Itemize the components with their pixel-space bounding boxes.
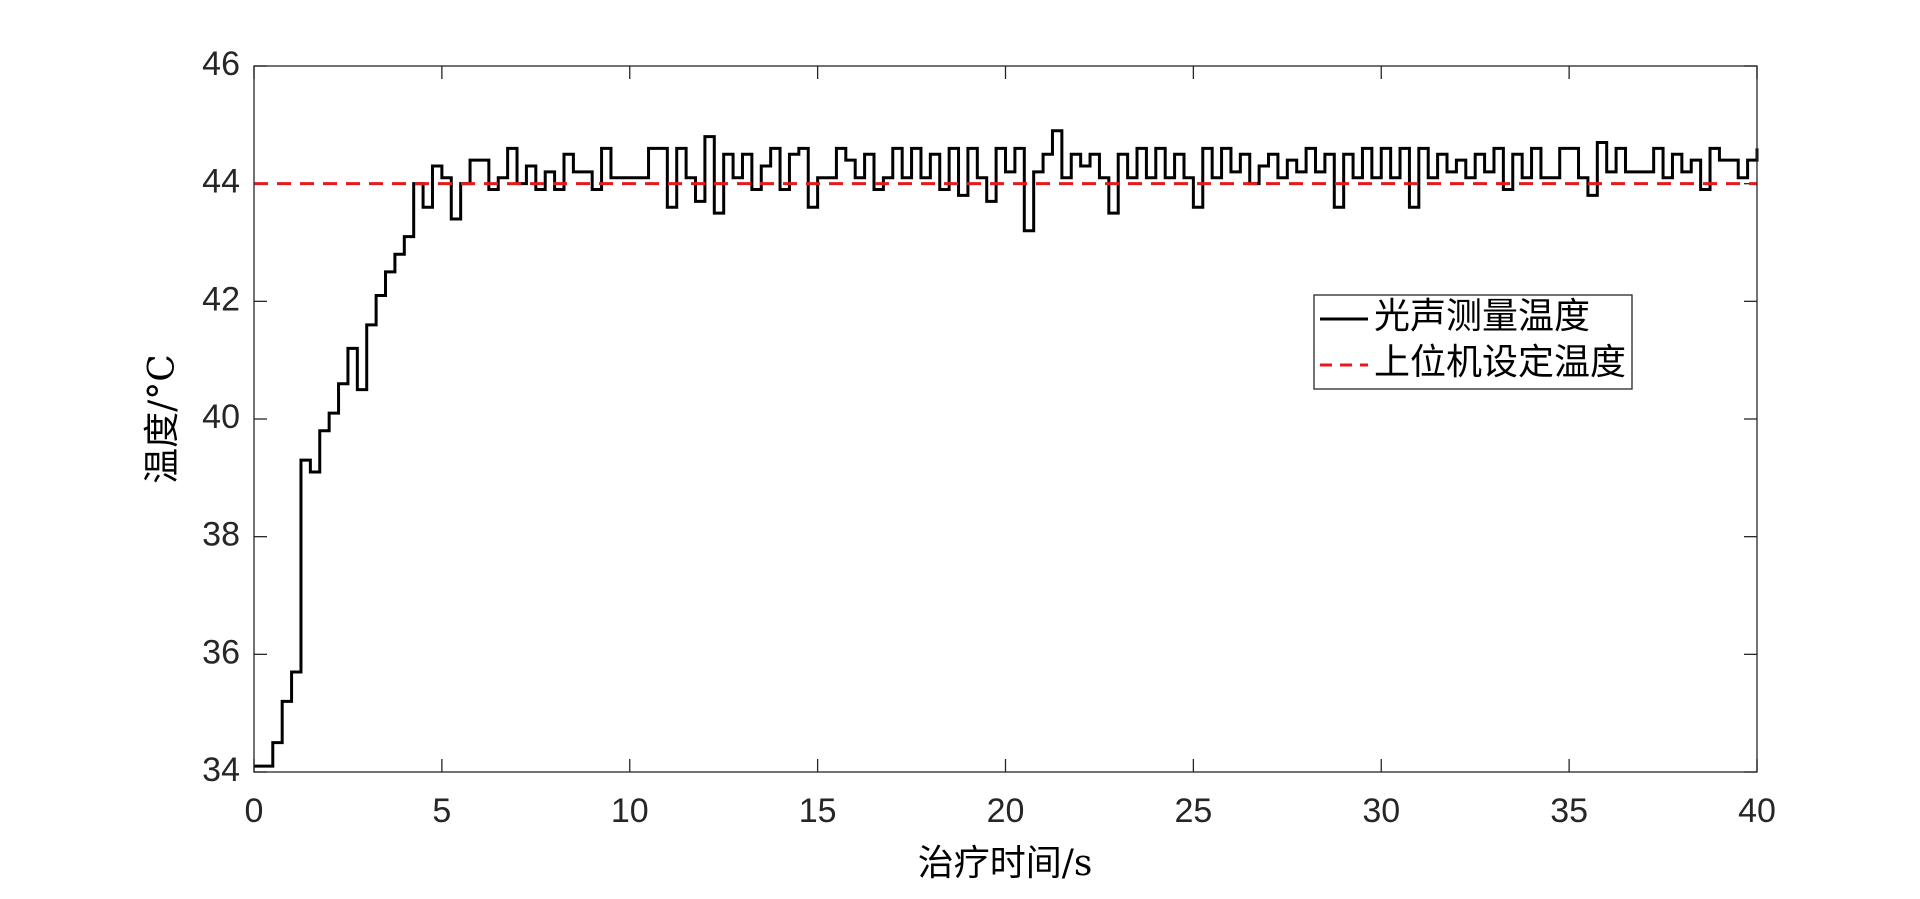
y-tick-label: 38: [202, 516, 240, 554]
x-tick-label: 5: [432, 792, 451, 830]
x-tick-label: 0: [245, 792, 264, 830]
legend-label: 光声测量温度: [1374, 296, 1590, 337]
y-tick-label: 46: [202, 45, 240, 83]
x-tick-label: 20: [987, 792, 1025, 830]
legend-label: 上位机设定温度: [1374, 342, 1626, 383]
y-tick-label: 40: [202, 398, 240, 436]
x-tick-label: 10: [611, 792, 649, 830]
data-line: [254, 129, 1759, 768]
legend-box: [1313, 294, 1633, 390]
y-tick-label: 42: [202, 280, 240, 318]
y-tick-label: 34: [202, 751, 240, 789]
x-tick-label: 40: [1738, 792, 1776, 830]
x-tick-label: 15: [799, 792, 837, 830]
y-tick-label: 44: [202, 163, 240, 201]
x-axis-label: 治疗时间/s: [918, 843, 1093, 884]
x-tick-label: 25: [1174, 792, 1212, 830]
y-axis-label: 温度/°C: [142, 354, 183, 484]
y-tick-label: 36: [202, 633, 240, 671]
x-tick-label: 30: [1362, 792, 1400, 830]
x-tick-label: 35: [1550, 792, 1588, 830]
plot-frame: [253, 65, 1758, 773]
